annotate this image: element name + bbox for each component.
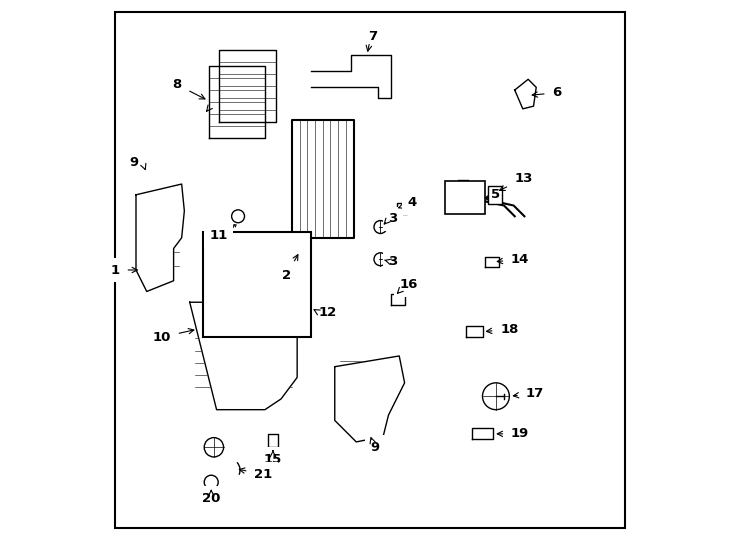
Bar <box>203 232 310 337</box>
Polygon shape <box>472 428 493 439</box>
Text: 19: 19 <box>497 427 529 440</box>
Text: 13: 13 <box>500 172 533 191</box>
Polygon shape <box>136 184 184 292</box>
Text: 7: 7 <box>368 30 377 43</box>
Polygon shape <box>391 294 404 305</box>
Text: 14: 14 <box>497 253 529 266</box>
Text: 6: 6 <box>532 86 562 99</box>
Text: 3: 3 <box>388 212 398 226</box>
Text: 17: 17 <box>513 387 544 400</box>
Polygon shape <box>485 256 498 267</box>
Text: 2: 2 <box>282 255 298 282</box>
Polygon shape <box>189 302 297 410</box>
Text: 16: 16 <box>399 279 418 292</box>
Text: 1: 1 <box>111 264 137 276</box>
Text: 11: 11 <box>209 225 236 241</box>
Polygon shape <box>515 79 537 109</box>
Text: 5: 5 <box>487 188 500 201</box>
Text: 21: 21 <box>239 468 272 481</box>
Text: 9: 9 <box>130 156 139 169</box>
Text: 3: 3 <box>388 255 398 268</box>
Text: 10: 10 <box>153 328 194 343</box>
Text: 15: 15 <box>264 453 282 465</box>
Text: 9: 9 <box>371 441 379 454</box>
Text: 18: 18 <box>487 322 519 335</box>
Text: 12: 12 <box>319 307 337 320</box>
Text: 20: 20 <box>202 492 220 505</box>
Polygon shape <box>335 356 404 442</box>
Polygon shape <box>268 434 278 447</box>
Bar <box>445 181 485 214</box>
Polygon shape <box>466 326 482 337</box>
Text: 8: 8 <box>172 78 205 99</box>
Text: 4: 4 <box>399 197 416 210</box>
